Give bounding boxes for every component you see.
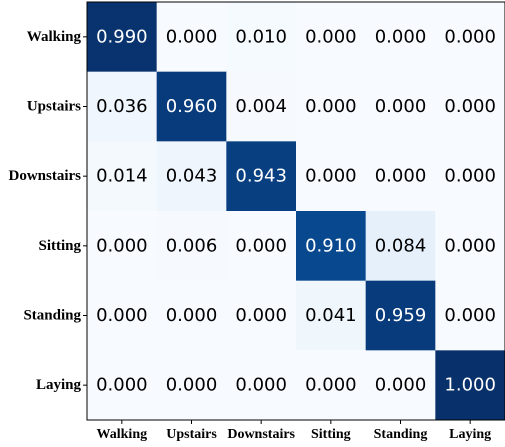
cell-value-label: 0.004 (235, 96, 287, 117)
cell-value-label: 0.041 (305, 305, 357, 326)
x-tick-label: Downstairs (227, 427, 295, 442)
cell-value-label: 0.084 (375, 235, 427, 256)
heatmap-cell (296, 280, 367, 351)
y-axis-ticks: Walking Upstairs Downstairs Sitting Standing… (8, 29, 87, 393)
cell-value-label: 0.043 (166, 166, 218, 187)
cell-value-label: 0.000 (166, 26, 218, 47)
heatmap-cell (365, 350, 436, 421)
x-axis-ticks: Walking Upstairs Downstairs Sitting Standing… (97, 420, 491, 442)
cell-value-label: 0.959 (375, 305, 427, 326)
cell-value-label: 0.010 (235, 26, 287, 47)
cell-value-label: 0.014 (96, 166, 148, 187)
cell-value-label: 0.000 (305, 375, 357, 396)
heatmap-cell (296, 2, 367, 73)
heatmap-cell (296, 350, 367, 421)
heatmap-cell (87, 350, 158, 421)
cell-value-label: 0.000 (166, 375, 218, 396)
heatmap-cell (365, 211, 436, 282)
heatmap-cell (365, 2, 436, 73)
heatmap-cell (87, 141, 158, 212)
x-tick-label: Standing (374, 427, 428, 442)
cell-value-label: 0.000 (375, 26, 427, 47)
x-tick-label: Walking (97, 427, 148, 442)
cell-value-label: 0.000 (305, 26, 357, 47)
plot-frame (86, 1, 505, 421)
y-tick-label: Laying (36, 377, 82, 393)
cell-value-label: 0.000 (235, 305, 287, 326)
heatmap-cell (435, 211, 505, 282)
heatmap-cell (226, 141, 297, 212)
heatmap-cell (156, 280, 227, 351)
y-tick-label: Standing (23, 308, 81, 324)
heatmap-cell (156, 71, 227, 142)
cell-value-label: 0.000 (375, 166, 427, 187)
heatmap-cell (435, 350, 505, 421)
cell-value-label: 0.000 (375, 96, 427, 117)
heatmap-cell (87, 211, 158, 282)
cell-value-label: 0.000 (444, 96, 496, 117)
cell-value-label: 1.000 (444, 375, 496, 396)
cell-value-label: 0.000 (444, 235, 496, 256)
heatmap-cell (226, 71, 297, 142)
cell-value-label: 0.910 (305, 235, 357, 256)
cell-value-label: 0.000 (235, 375, 287, 396)
y-tick-label: Upstairs (27, 99, 81, 115)
heatmap-cell (296, 211, 367, 282)
heatmap-cell (226, 2, 297, 73)
heatmap-cell (87, 2, 158, 73)
cell-value-label: 0.960 (166, 96, 218, 117)
heatmap-cell (156, 211, 227, 282)
x-tick-label: Sitting (311, 427, 351, 442)
cell-value-label: 0.990 (96, 26, 148, 47)
cell-value-label: 0.000 (444, 26, 496, 47)
heatmap-cell (365, 280, 436, 351)
cell-value-label: 0.000 (235, 235, 287, 256)
heatmap-cell (226, 211, 297, 282)
heatmap-cell (296, 141, 367, 212)
heatmap-cell (435, 2, 505, 73)
heatmap-cell (435, 71, 505, 142)
cell-value-label: 0.000 (96, 305, 148, 326)
heatmap-cell (156, 2, 227, 73)
cell-value-label: 0.000 (444, 305, 496, 326)
cell-value-label: 0.000 (444, 166, 496, 187)
cell-value-label: 0.000 (96, 235, 148, 256)
cell-value-label: 0.000 (96, 375, 148, 396)
cell-value-label: 0.036 (96, 96, 148, 117)
x-tick-label: Laying (449, 427, 491, 442)
cell-value-label: 0.000 (305, 166, 357, 187)
heatmap-cell (87, 280, 158, 351)
heatmap-cells (87, 2, 505, 421)
y-tick-label: Walking (27, 29, 82, 45)
heatmap-cell (156, 350, 227, 421)
cell-value-label: 0.000 (375, 375, 427, 396)
cell-value-label: 0.000 (166, 305, 218, 326)
cell-value-labels: 0.990 0.000 0.010 0.000 0.000 0.000 0.036 0.960… (96, 26, 496, 395)
cell-value-label: 0.943 (235, 166, 287, 187)
heatmap-cell (435, 280, 505, 351)
heatmap-cell (365, 71, 436, 142)
heatmap-cell (87, 71, 158, 142)
heatmap-cell (156, 141, 227, 212)
heatmap-cell (226, 280, 297, 351)
y-tick-label: Downstairs (8, 168, 81, 184)
cell-value-label: 0.000 (305, 96, 357, 117)
heatmap-cell (226, 350, 297, 421)
y-tick-label: Sitting (38, 238, 81, 254)
heatmap-cell (365, 141, 436, 212)
heatmap-cell (435, 141, 505, 212)
cell-value-label: 0.006 (166, 235, 218, 256)
x-tick-label: Upstairs (166, 427, 217, 442)
heatmap-cell (296, 71, 367, 142)
